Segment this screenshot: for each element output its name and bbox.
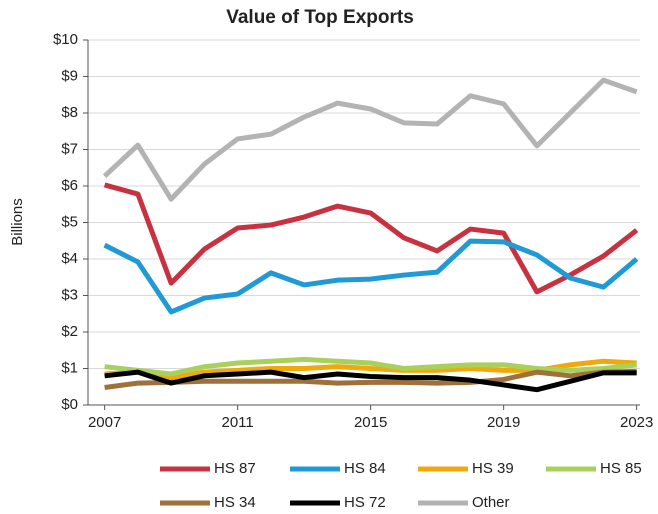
legend-label: HS 72 [344,494,386,511]
series-line [102,77,638,202]
series-line [103,182,639,295]
legend-label: Other [472,494,510,511]
series-line [104,356,637,377]
y-tick-label: $1 [61,359,78,376]
y-tick-label: $6 [61,177,78,194]
series-line [103,238,639,315]
y-tick-label: $2 [61,323,78,340]
series-line [104,368,637,390]
legend-label: HS 87 [214,460,256,477]
y-tick-label: $10 [53,31,78,48]
x-tick-label: 2011 [222,414,254,431]
y-tick-label: $9 [61,67,78,84]
y-tick-label: $4 [61,250,78,267]
y-tick-label: $0 [61,396,78,413]
legend-label: HS 85 [600,460,642,477]
y-tick-label: $7 [61,140,78,157]
y-tick-label: $3 [61,286,78,303]
x-tick-label: 2015 [354,414,387,431]
legend-label: HS 39 [472,460,514,477]
legend-label: HS 84 [344,460,386,477]
x-tick-label: 2007 [88,414,121,431]
chart-title: Value of Top Exports [226,7,414,28]
y-tick-label: $5 [61,213,78,230]
y-axis-label: Billions [9,198,26,246]
x-tick-label: 2019 [487,414,520,431]
legend-label: HS 34 [214,494,256,511]
x-tick-label: 2023 [620,414,653,431]
y-tick-label: $8 [61,104,78,121]
series-line [104,369,637,393]
